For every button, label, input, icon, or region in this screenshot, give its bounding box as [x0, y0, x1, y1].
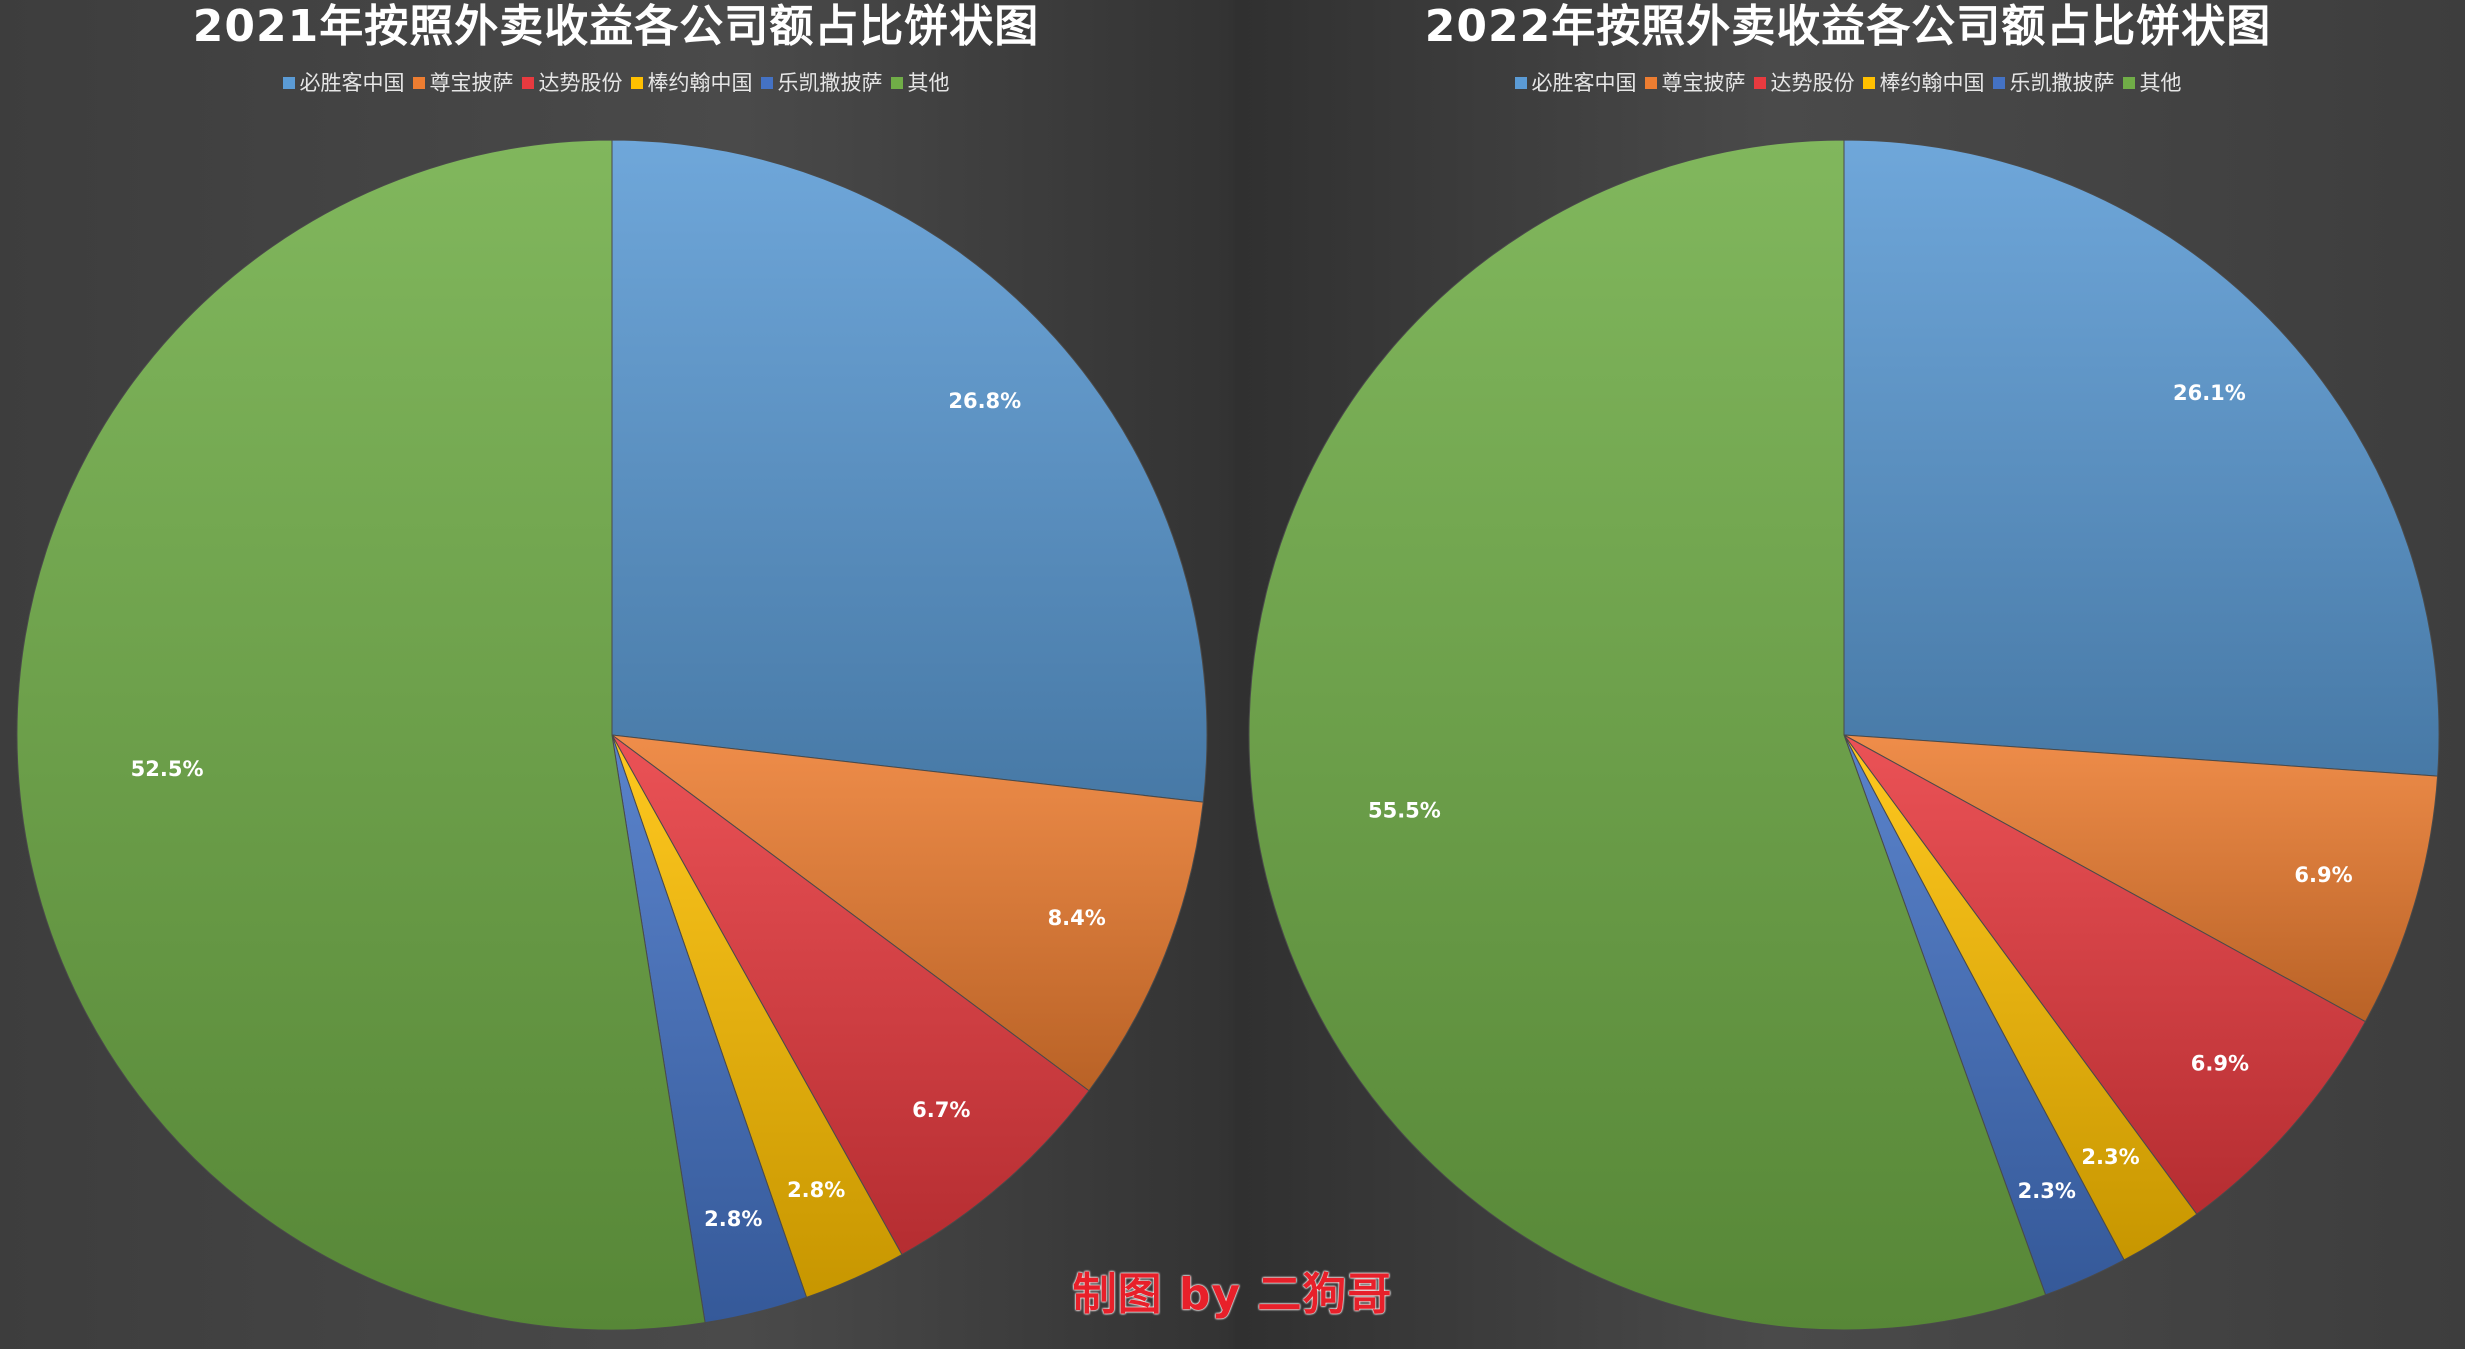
pie-slice-2021-2: [611, 734, 1090, 1256]
chart-panel-2021: 26.8% 8.4% 6.7% 2.8% 2.8% 52.5% 2021年按照外卖收益各公…: [0, 0, 1232, 1349]
pie-slice-2022-5: [1248, 139, 2047, 1331]
data-label-2021-2: 6.7%: [912, 1098, 970, 1122]
legend-item-2021-2: 达势股份: [521, 68, 623, 98]
watermark-text: 制图 by 二狗哥: [1072, 1269, 1393, 1320]
legend-swatch: [890, 77, 903, 89]
legend-label: 棒约翰中国: [647, 71, 753, 95]
legend-swatch: [2122, 77, 2135, 89]
legend-label: 其他: [907, 71, 950, 95]
legend-swatch: [1644, 77, 1657, 89]
chart-title-2022: 2022年按照外卖收益各公司额占比饼状图: [1424, 1, 2272, 52]
pie-slice-2022-0: [1843, 139, 2440, 777]
data-label-2021-5: 52.5%: [131, 757, 204, 781]
legend-label: 棒约翰中国: [1879, 71, 1985, 95]
legend-item-2022-4: 乐凯撒披萨: [1992, 68, 2115, 98]
pie-slice-2021-5: [16, 139, 706, 1331]
legend-swatch: [282, 77, 295, 89]
data-label-2022-5: 55.5%: [1368, 799, 1441, 823]
legend-item-2021-0: 必胜客中国: [282, 68, 405, 98]
data-label-2022-2: 6.9%: [2191, 1051, 2249, 1075]
data-label-2022-3: 2.3%: [2081, 1145, 2139, 1169]
legend-label: 乐凯撒披萨: [777, 71, 883, 95]
data-label-2022-1: 6.9%: [2294, 863, 2352, 887]
legend-item-2022-2: 达势股份: [1753, 68, 1855, 98]
legend-item-2021-1: 尊宝披萨: [412, 68, 514, 98]
legend-swatch: [1992, 77, 2005, 89]
legend-item-2022-1: 尊宝披萨: [1644, 68, 1746, 98]
legend-label: 其他: [2139, 71, 2182, 95]
legend-item-2022-0: 必胜客中国: [1514, 68, 1637, 98]
legend-item-2021-5: 其他: [890, 68, 950, 98]
legend-swatch: [412, 77, 425, 89]
pie-slice-2021-1: [610, 734, 1204, 1092]
data-label-2021-1: 8.4%: [1048, 906, 1106, 930]
pie-slice-2022-1: [1843, 734, 2439, 1023]
legend-swatch: [630, 77, 643, 89]
legend-swatch: [1753, 77, 1766, 89]
legend-swatch: [1514, 77, 1527, 89]
legend-label: 尊宝披萨: [1661, 71, 1746, 95]
legend-label: 必胜客中国: [1531, 71, 1637, 95]
legend-2021: 必胜客中国 尊宝披萨 达势股份 棒约翰中国 乐凯撒披萨 其他: [0, 68, 1232, 98]
legend-2022: 必胜客中国 尊宝披萨 达势股份 棒约翰中国 乐凯撒披萨 其他: [1232, 68, 2464, 98]
pie-slice-2022-2: [1843, 734, 2367, 1215]
legend-item-2021-4: 乐凯撒披萨: [760, 68, 883, 98]
legend-item-2021-3: 棒约翰中国: [630, 68, 753, 98]
pie-slice-2021-0: [611, 139, 1208, 803]
pie-chart-2022: 26.1% 6.9% 6.9% 2.3%2.3% 55.5%: [1248, 139, 2440, 1331]
pie-chart-2021: 26.8% 8.4% 6.7% 2.8% 2.8% 52.5%: [16, 139, 1208, 1331]
data-label-2022-4: 2.3%: [2018, 1179, 2076, 1203]
legend-label: 尊宝披萨: [429, 71, 514, 95]
legend-item-2022-5: 其他: [2122, 68, 2182, 98]
legend-item-2022-3: 棒约翰中国: [1862, 68, 1985, 98]
legend-label: 乐凯撒披萨: [2009, 71, 2115, 95]
legend-swatch: [1862, 77, 1875, 89]
data-label-2021-0: 26.8%: [948, 389, 1021, 413]
legend-swatch: [521, 77, 534, 89]
chart-title-2021: 2021年按照外卖收益各公司额占比饼状图: [192, 1, 1040, 52]
legend-label: 达势股份: [1770, 71, 1855, 95]
data-label-2022-0: 26.1%: [2173, 381, 2246, 405]
legend-label: 必胜客中国: [299, 71, 405, 95]
data-label-2021-4: 2.8%: [704, 1207, 762, 1231]
legend-swatch: [760, 77, 773, 89]
data-label-2021-3: 2.8%: [787, 1178, 845, 1202]
chart-panel-2022: 26.1% 6.9% 6.9% 2.3% 2.3% 55.5% 2022年按照外卖收益各公…: [1232, 0, 2464, 1349]
legend-label: 达势股份: [538, 71, 623, 95]
